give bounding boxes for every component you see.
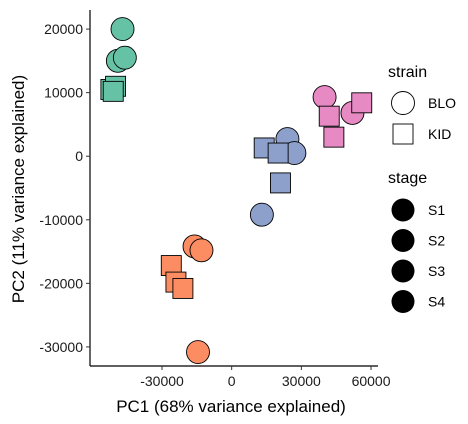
point-kid-s3 (270, 172, 291, 194)
point-kid-s4 (323, 126, 345, 148)
point-blo-s3 (249, 202, 274, 227)
point-kid-s3 (267, 142, 289, 164)
legend-strain-title: strain (388, 64, 427, 81)
axes (89, 10, 378, 367)
y-ticks: -30000 -20000 -10000 0 10000 20000 (39, 21, 90, 355)
y-tick-label: -10000 (39, 212, 83, 228)
legend-key-s4 (391, 290, 415, 313)
x-tick-label: -30000 (140, 373, 184, 389)
y-tick-label: -30000 (39, 339, 83, 355)
y-tick-label: 20000 (44, 21, 83, 37)
y-axis-title: PC2 (11% variance explained) (9, 75, 28, 303)
legend-key-s3 (391, 259, 415, 283)
point-kid-s4 (318, 105, 340, 127)
x-tick-label: 60000 (352, 373, 391, 389)
point-kid-s1 (102, 80, 124, 102)
x-tick-label: 0 (228, 373, 236, 389)
point-blo-s4 (312, 85, 337, 110)
legend-key-s2 (391, 229, 415, 252)
legend-key-kid (392, 123, 414, 145)
point-kid-s4 (351, 92, 373, 114)
legend-label-kid: KID (428, 126, 451, 142)
legend-stage: stage S1 S2 S3 S4 (388, 170, 445, 313)
x-ticks: -30000 0 30000 60000 (140, 366, 391, 389)
legend-key-blo (391, 91, 415, 115)
legend-strain: strain BLO KID (388, 64, 456, 145)
legend-key-s1 (391, 198, 415, 222)
point-kid-s2 (172, 277, 194, 299)
legend-stage-title: stage (388, 170, 427, 187)
point-blo-s2 (186, 340, 210, 364)
legend-label-s3: S3 (428, 263, 445, 279)
legend-label-s1: S1 (428, 202, 445, 218)
y-tick-label: 0 (75, 148, 83, 164)
y-tick-label: -20000 (39, 275, 83, 291)
legend-label-s2: S2 (428, 233, 445, 249)
data-points (100, 17, 373, 364)
legend-label-s4: S4 (428, 294, 445, 310)
x-axis-title: PC1 (68% variance explained) (116, 397, 346, 416)
x-tick-label: 30000 (282, 373, 321, 389)
legend-label-blo: BLO (428, 95, 456, 111)
point-blo-s2 (189, 238, 214, 263)
y-tick-label: 10000 (44, 85, 83, 101)
point-blo-s1 (110, 17, 135, 42)
point-blo-s1 (112, 45, 137, 70)
